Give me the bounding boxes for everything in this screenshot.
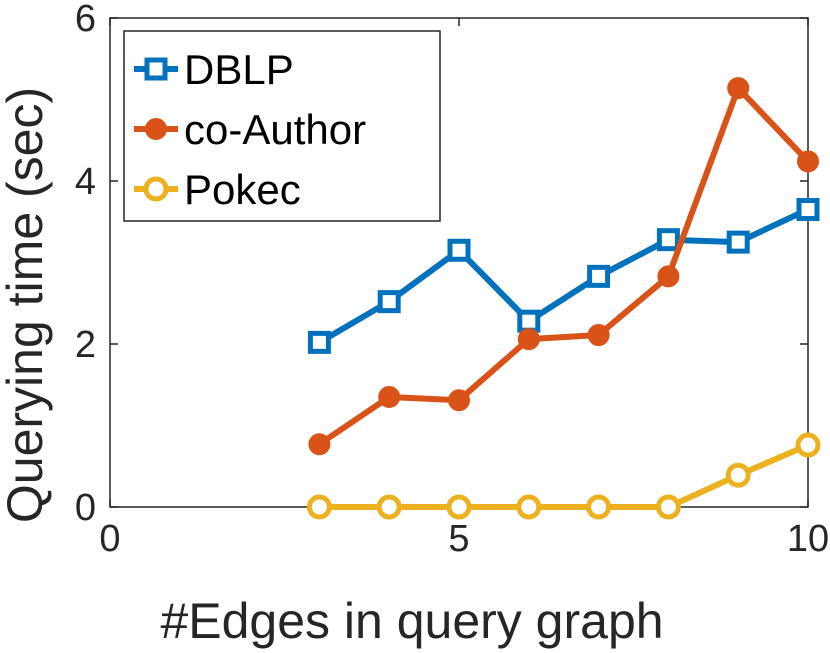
- y-axis-label: Querying time (sec): [0, 87, 53, 523]
- data-point-pokec: [795, 432, 821, 458]
- data-point-dblp: [796, 198, 820, 222]
- x-tick-label: 0: [99, 518, 120, 560]
- y-tick-label: 6: [75, 0, 96, 40]
- legend-entry-pokec: Pokec: [134, 166, 301, 213]
- axis-ticks: 0 5 10 0 2 4 6: [75, 0, 829, 560]
- data-point-co-author: [657, 265, 680, 288]
- data-point-pokec: [446, 494, 472, 520]
- legend-swatch-marker: [143, 176, 169, 202]
- series-line-co-author: [317, 85, 811, 447]
- data-point-co-author: [727, 77, 750, 100]
- series-co-author: [308, 77, 819, 456]
- x-tick-label: 10: [787, 518, 829, 560]
- legend-label: co-Author: [184, 106, 366, 153]
- legend-label: DBLP: [184, 46, 294, 93]
- data-point-dblp: [517, 309, 541, 333]
- legend-entry-dblp: DBLP: [134, 46, 294, 93]
- data-point-co-author: [308, 433, 331, 456]
- data-point-dblp: [307, 330, 331, 354]
- data-point-pokec: [586, 494, 612, 520]
- data-point-co-author: [797, 150, 819, 173]
- legend-swatch-marker: [144, 57, 168, 81]
- y-tick-label: 2: [75, 324, 96, 366]
- x-tick-label: 5: [448, 518, 469, 560]
- data-point-dblp: [587, 264, 611, 288]
- series-line-dblp: [317, 206, 810, 345]
- data-point-pokec: [306, 494, 332, 520]
- y-tick-label: 0: [75, 487, 96, 529]
- data-point-co-author: [448, 389, 470, 412]
- legend-label: Pokec: [184, 166, 301, 213]
- x-axis-label: #Edges in query graph: [160, 593, 663, 649]
- series-layer: [306, 77, 821, 520]
- data-point-pokec: [376, 494, 402, 520]
- data-point-dblp: [726, 230, 750, 254]
- series-dblp: [307, 198, 820, 354]
- data-point-pokec: [655, 494, 681, 520]
- series-pokec: [306, 432, 821, 520]
- data-point-dblp: [377, 290, 401, 314]
- data-point-pokec: [516, 494, 542, 520]
- data-point-co-author: [587, 324, 610, 347]
- data-point-pokec: [725, 462, 751, 488]
- legend-entry-co-author: co-Author: [134, 106, 366, 153]
- legend: DBLP co-Author Pokec: [123, 30, 441, 222]
- data-point-co-author: [517, 328, 540, 351]
- y-tick-label: 4: [75, 161, 96, 203]
- data-point-dblp: [447, 238, 471, 262]
- data-point-dblp: [656, 228, 680, 252]
- data-point-co-author: [378, 385, 401, 408]
- legend-swatch-marker: [145, 118, 167, 140]
